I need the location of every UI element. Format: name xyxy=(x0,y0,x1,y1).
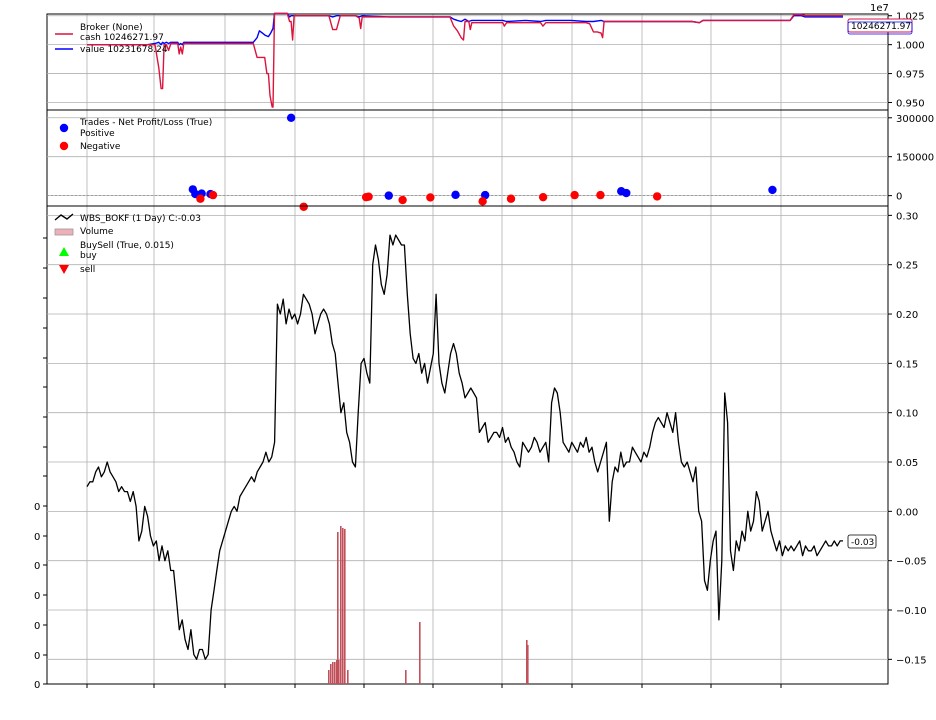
legend-volume-label: Volume xyxy=(80,227,114,237)
trades-panel: 0 150000 300000 Trades - Net Profit/Loss (T… xyxy=(46,109,934,211)
broker-ytick-label: 1.000 xyxy=(896,41,925,52)
last-price-tag-box xyxy=(847,534,877,549)
price-ytick-label: 0.25 xyxy=(896,261,918,272)
volume-bar xyxy=(328,670,330,684)
volume-bar xyxy=(330,664,332,684)
volume-bar xyxy=(332,662,334,684)
trades-ytick-label: 150000 xyxy=(896,153,934,164)
volume-bar xyxy=(347,670,349,684)
broker-ytick-label: 0.975 xyxy=(896,70,925,81)
trade-positive-point xyxy=(384,191,393,200)
legend-buy-marker xyxy=(59,247,69,256)
legend-positive-label: Positive xyxy=(80,129,115,139)
price-ytick-label: −0.10 xyxy=(896,606,927,617)
price-frame xyxy=(46,205,889,685)
volume-bar xyxy=(527,645,529,684)
legend-title: Broker (None) xyxy=(80,23,143,33)
price-ytick-label: 0.00 xyxy=(896,507,918,518)
volume-bar xyxy=(419,622,421,684)
legend-sell-label: sell xyxy=(80,265,95,275)
trades-ytick-label: 0 xyxy=(896,192,902,203)
volume-bar xyxy=(337,532,339,684)
trade-positive-point xyxy=(622,188,631,198)
trade-negative-point xyxy=(596,190,605,200)
series-price-line xyxy=(86,234,843,660)
trade-negative-point xyxy=(196,194,205,203)
legend-title: Trades - Net Profit/Loss (True) xyxy=(79,118,212,128)
legend-price-label: WBS_BOKF (1 Day) C:-0.03 xyxy=(80,214,201,224)
trade-positive-point xyxy=(451,190,460,200)
volume-bar xyxy=(334,662,336,684)
trade-negative-point xyxy=(652,192,662,201)
trade-negative-point xyxy=(364,192,373,201)
legend-sell-marker xyxy=(59,265,69,274)
legend-negative-label: Negative xyxy=(80,142,121,152)
legend-volume-swatch xyxy=(54,228,74,236)
price-panel: −0.15 −0.10 −0.05 0.00 0.05 0.10 0.15 0.20 0.25 0… xyxy=(34,205,927,691)
last-price-tag: -0.03 xyxy=(851,538,874,548)
trades-ytick-label: 300000 xyxy=(896,114,934,125)
legend-negative-swatch xyxy=(59,141,69,151)
price-ytick-label: 0.10 xyxy=(896,409,918,420)
legend-cash-label: cash 10246271.97 xyxy=(80,33,164,43)
broker-ytick-label: 1.025 xyxy=(896,12,925,23)
price-ytick-label: 0.30 xyxy=(896,211,918,222)
trade-negative-point xyxy=(426,193,435,202)
price-ytick-label: −0.05 xyxy=(896,557,927,568)
broker-panel: 0.950 0.975 1.000 1.025 1e7 Broker (None)cash… xyxy=(46,3,925,111)
legend-price-swatch xyxy=(54,213,74,221)
trade-negative-point xyxy=(478,197,487,206)
trade-negative-point xyxy=(538,192,548,202)
trade-negative-point xyxy=(208,190,218,200)
price-ytick-label: 0.20 xyxy=(896,310,918,321)
exponent-label: 1e7 xyxy=(870,3,889,14)
volume-bar xyxy=(344,529,346,684)
trade-negative-point xyxy=(506,194,516,203)
volume-axis-label: 0 xyxy=(34,591,40,602)
trade-positive-point xyxy=(286,113,296,122)
volume-axis-label: 0 xyxy=(34,532,40,543)
volume-axis-label: 0 xyxy=(34,651,40,662)
trade-negative-point xyxy=(570,190,579,200)
legend-buy-label: buy xyxy=(80,251,97,261)
broker-frame xyxy=(46,13,889,111)
volume-bar xyxy=(336,660,338,684)
volume-bar xyxy=(405,670,407,684)
broker-ytick-label: 0.950 xyxy=(896,98,925,109)
trade-negative-point xyxy=(398,195,407,205)
series-cash-line xyxy=(87,12,843,108)
trade-positive-point xyxy=(768,185,777,195)
legend-value-label: value 10231678.24 xyxy=(80,45,168,55)
volume-bar xyxy=(342,528,344,684)
trade-negative-point xyxy=(299,202,308,211)
price-ytick-label: 0.05 xyxy=(896,458,918,469)
last-cash-tag: 10246271.97 xyxy=(851,22,911,32)
volume-axis-label: 0 xyxy=(34,621,40,632)
volume-bar xyxy=(340,526,342,684)
volume-bar xyxy=(338,660,340,684)
volume-axis-label: 0 xyxy=(34,502,40,513)
legend-buysell-title: BuySell (True, 0.015) xyxy=(80,241,174,251)
legend-positive-swatch xyxy=(59,123,69,133)
price-ytick-label: −0.15 xyxy=(896,655,927,666)
volume-axis-label: 0 xyxy=(34,680,40,691)
price-ytick-label: 0.15 xyxy=(896,359,918,370)
volume-bar xyxy=(526,640,528,684)
last-value-tag-box xyxy=(847,21,913,35)
volume-axis-label: 0 xyxy=(34,561,40,572)
